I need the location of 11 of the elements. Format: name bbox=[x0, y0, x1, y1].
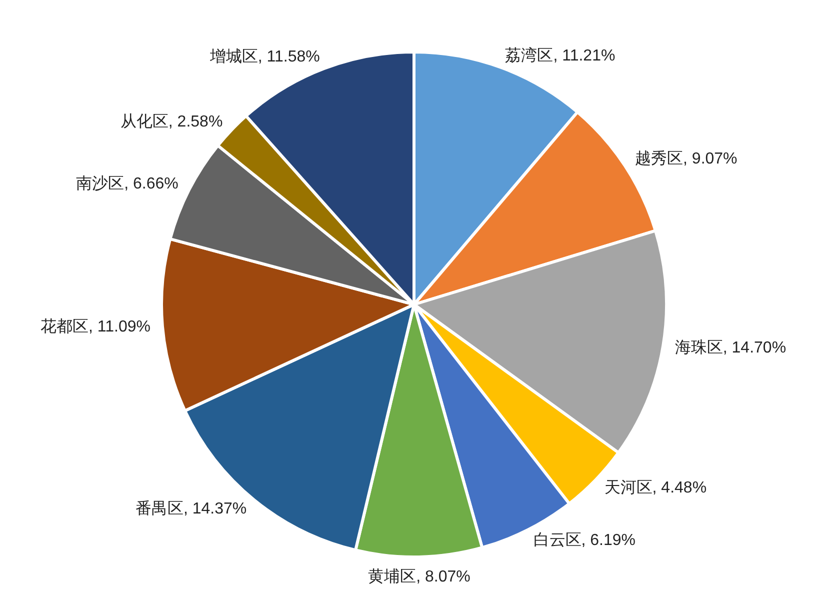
slice-label: 南沙区, 6.66% bbox=[76, 174, 178, 193]
slice-label: 越秀区, 9.07% bbox=[635, 150, 738, 168]
slice-label: 从化区, 2.58% bbox=[120, 112, 223, 130]
slice-label: 花都区, 11.09% bbox=[40, 318, 150, 336]
slice-label: 黄埔区, 8.07% bbox=[368, 567, 470, 586]
slice-label: 番禺区, 14.37% bbox=[135, 500, 247, 518]
slice-label: 海珠区, 14.70% bbox=[674, 338, 786, 356]
slice-label: 天河区, 4.48% bbox=[604, 480, 707, 497]
slice-label: 增城区, 11.58% bbox=[208, 48, 320, 66]
slice-label: 荔湾区, 11.21% bbox=[505, 46, 616, 65]
slice-label: 白云区, 6.19% bbox=[533, 532, 636, 549]
